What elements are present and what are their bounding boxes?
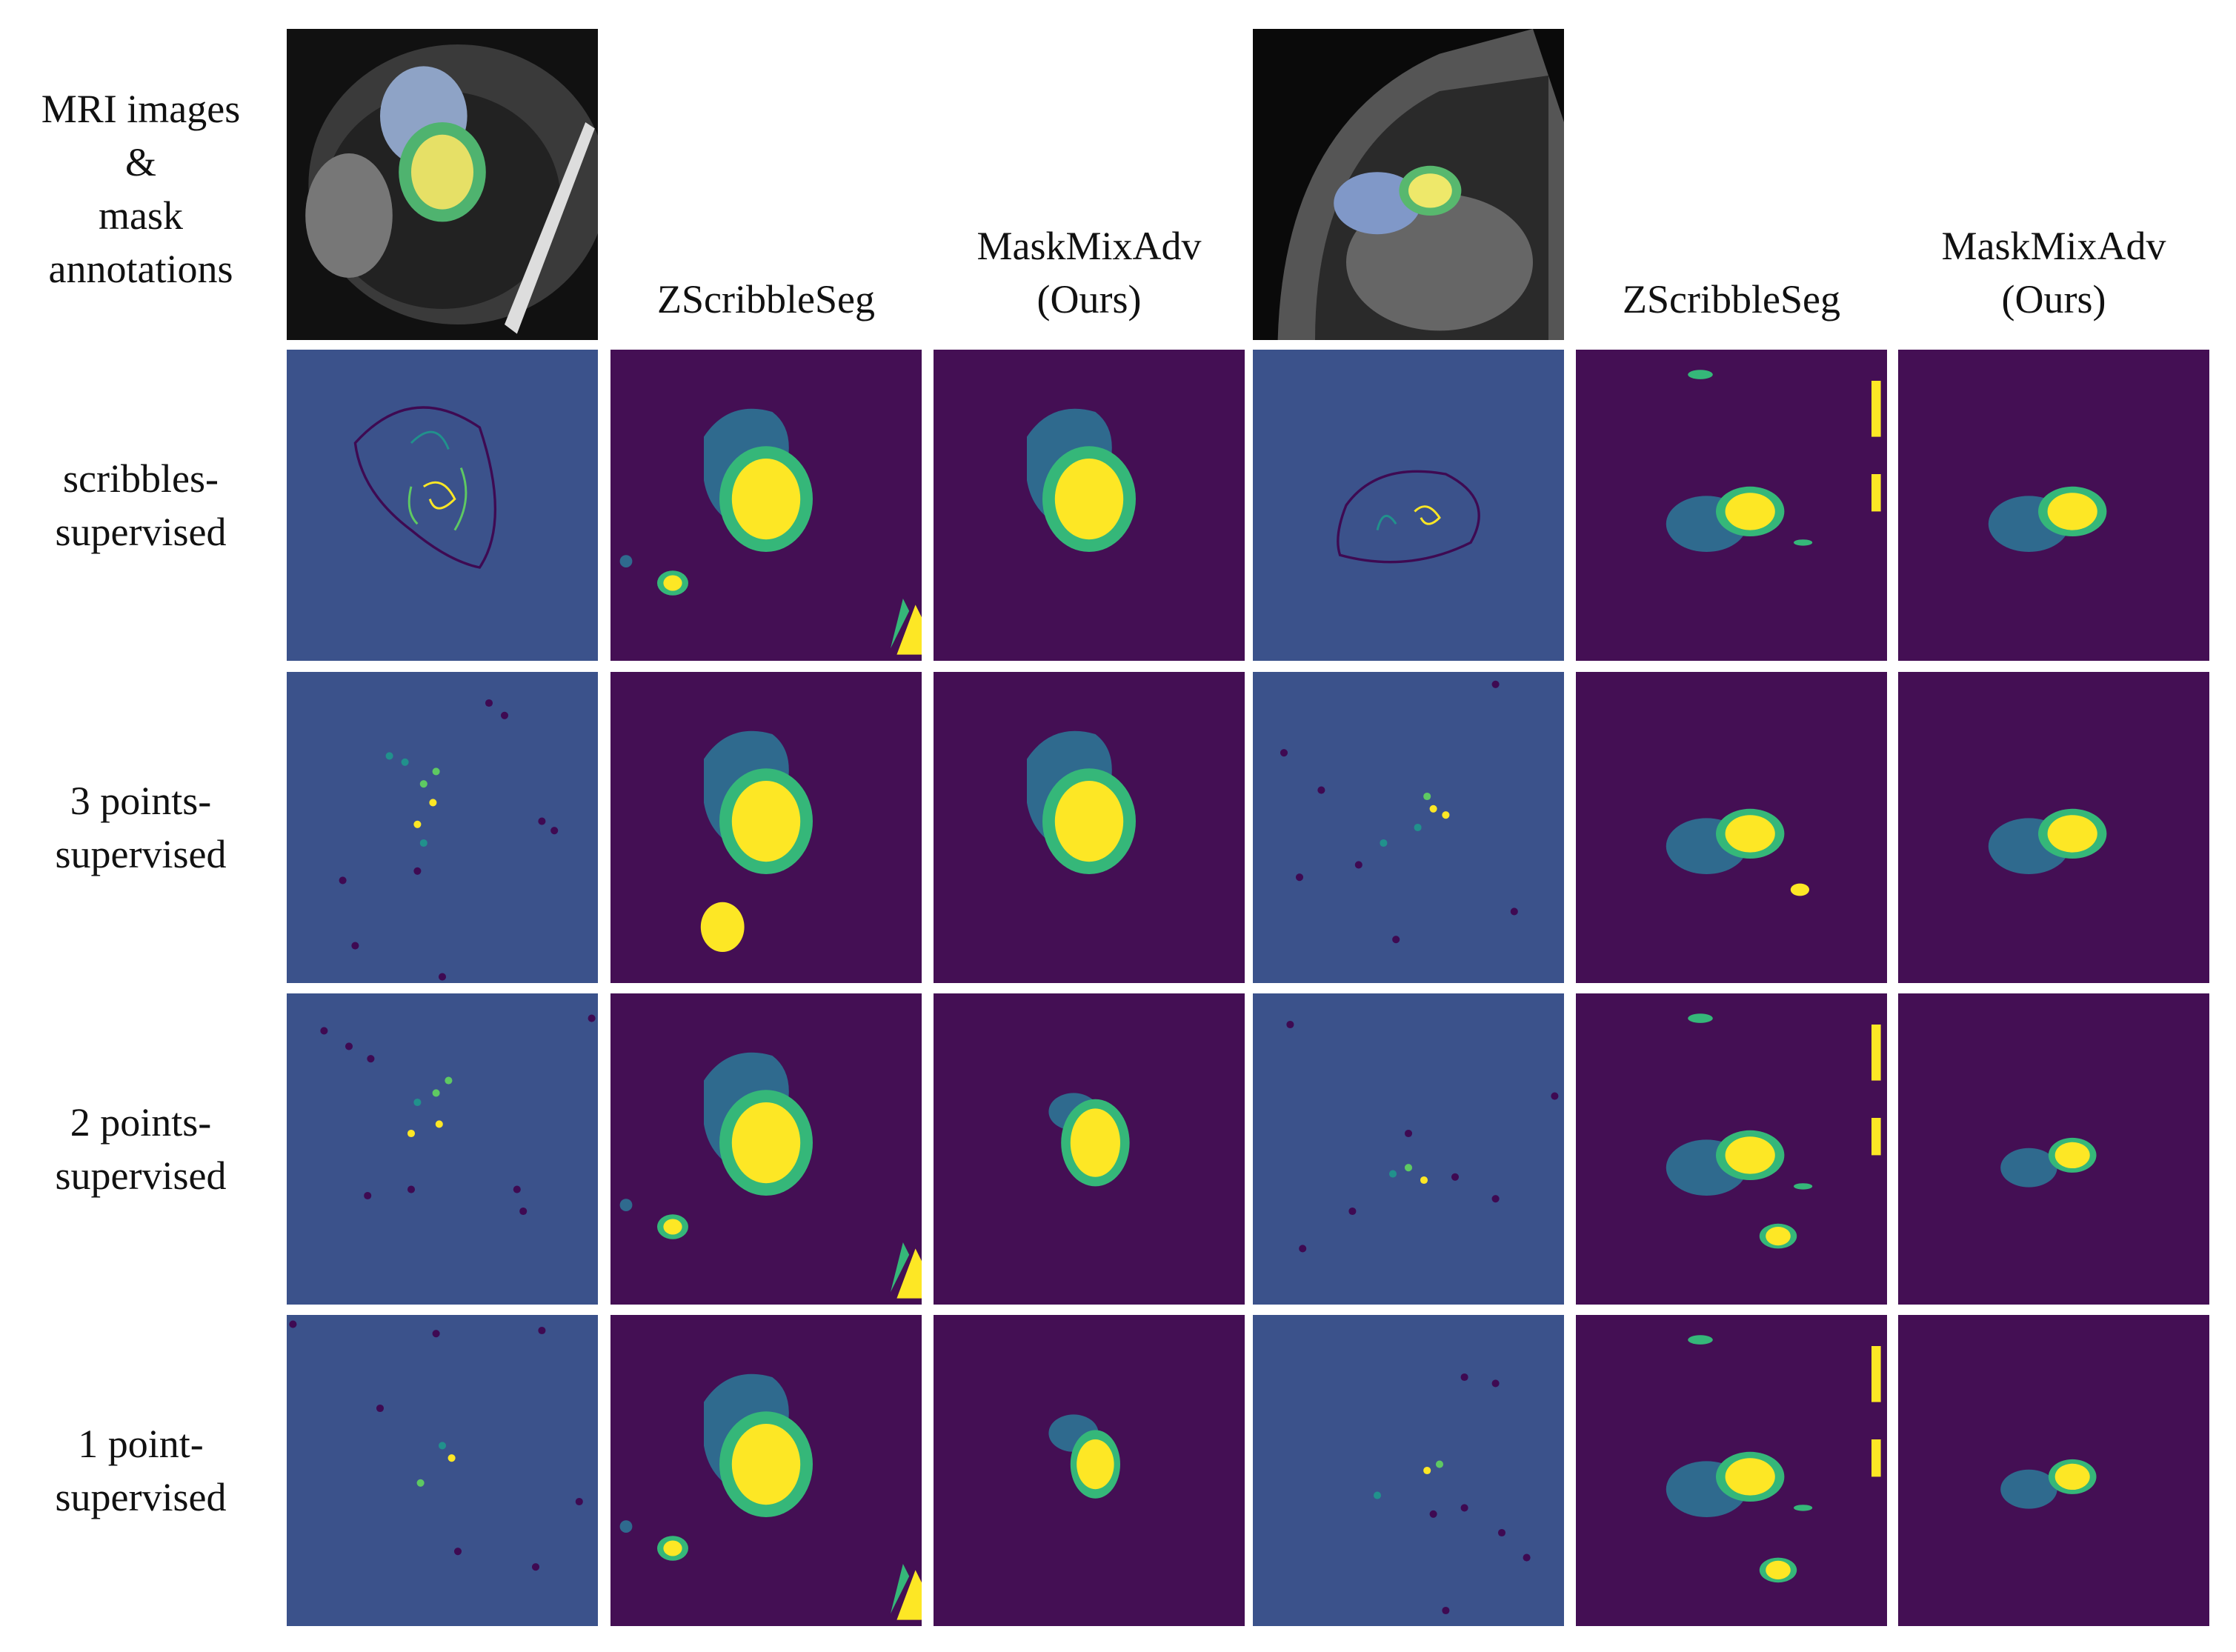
row-label: supervised: [55, 1153, 227, 1198]
prediction-panel: [1898, 1315, 2209, 1626]
annotation-panel: [1253, 672, 1564, 983]
annotation-panel: [287, 672, 598, 983]
column-title: ZScribbleSeg: [1623, 277, 1840, 322]
annotation-panel: [287, 1315, 598, 1626]
prediction-panel: [934, 1315, 1245, 1626]
header-label: annotations: [48, 247, 233, 291]
header-label: MRI images: [41, 87, 241, 131]
prediction-panel: [610, 350, 922, 661]
row-label: supervised: [55, 510, 227, 554]
column-title: ZScribbleSeg: [657, 277, 875, 322]
row-label: scribbles-: [63, 456, 219, 501]
mri-image: [1253, 29, 1564, 340]
column-title: MaskMixAdv: [976, 224, 1202, 268]
row-label: supervised: [55, 1475, 227, 1519]
prediction-panel: [934, 993, 1245, 1305]
prediction-panel: [1576, 672, 1887, 983]
header-label: mask: [99, 193, 183, 238]
column-title: (Ours): [1037, 277, 1142, 322]
prediction-panel: [610, 1315, 922, 1626]
prediction-panel: [934, 672, 1245, 983]
annotation-panel: [1253, 350, 1564, 661]
prediction-panel: [610, 993, 922, 1305]
annotation-panel: [1253, 993, 1564, 1305]
annotation-panel: [287, 350, 598, 661]
prediction-panel: [1576, 350, 1887, 661]
row-label: 3 points-: [70, 779, 212, 823]
prediction-panel: [1898, 350, 2209, 661]
annotation-panel: [1253, 1315, 1564, 1626]
prediction-panel: [1898, 672, 2209, 983]
column-title: (Ours): [2001, 277, 2106, 322]
annotation-panel: [287, 993, 598, 1305]
column-title: MaskMixAdv: [1941, 224, 2166, 268]
row-label: 2 points-: [70, 1100, 212, 1145]
row-label: 1 point-: [78, 1422, 204, 1466]
header-label: &: [124, 140, 157, 184]
prediction-panel: [610, 672, 922, 983]
mri-image: [287, 29, 598, 340]
prediction-panel: [1576, 993, 1887, 1305]
prediction-panel: [934, 350, 1245, 661]
prediction-panel: [1576, 1315, 1887, 1626]
row-label: supervised: [55, 832, 227, 876]
prediction-panel: [1898, 993, 2209, 1305]
